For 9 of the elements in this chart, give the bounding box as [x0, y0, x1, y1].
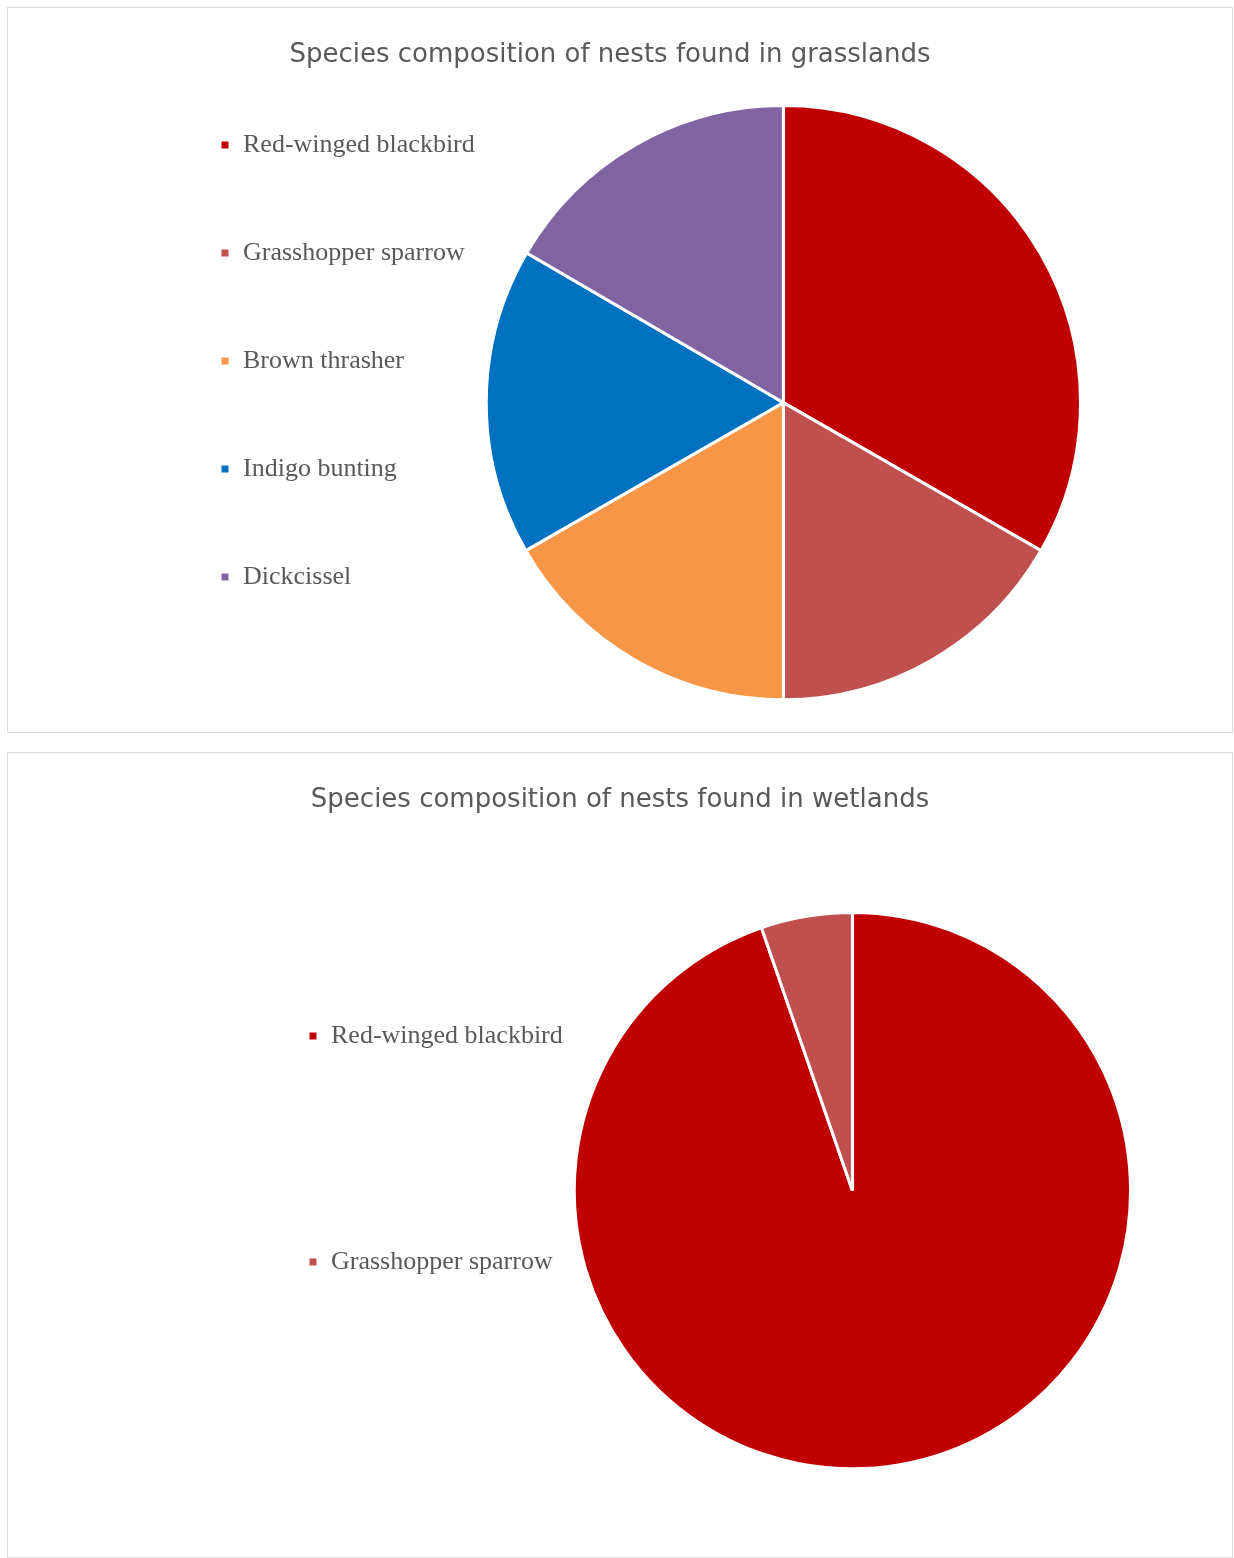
legend-label: Dickcissel	[243, 560, 352, 590]
legend-label: Red-winged blackbird	[331, 1019, 563, 1049]
legend-label: Brown thrasher	[243, 344, 405, 374]
legend-label: Indigo bunting	[243, 452, 397, 482]
legend-label: Grasshopper sparrow	[243, 236, 465, 266]
chart-title: Species composition of nests found in wetlands	[310, 783, 930, 814]
chart-title: Species composition of nests found in grasslands	[289, 38, 931, 69]
legend-label: Grasshopper sparrow	[331, 1245, 553, 1275]
legend-label: Red-winged blackbird	[243, 128, 475, 158]
